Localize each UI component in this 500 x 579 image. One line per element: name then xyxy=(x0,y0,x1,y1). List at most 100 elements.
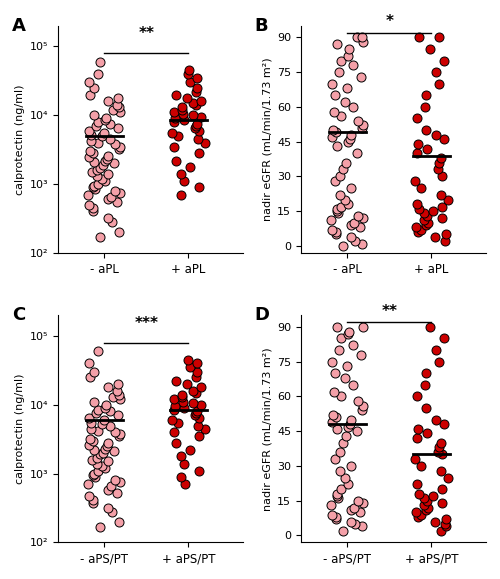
Point xyxy=(358,33,366,42)
Point xyxy=(412,114,420,123)
Point xyxy=(86,90,94,99)
Point xyxy=(327,501,335,510)
Y-axis label: calprotectin (ng/ml): calprotectin (ng/ml) xyxy=(16,373,26,484)
Point xyxy=(172,438,180,448)
Point xyxy=(436,526,444,536)
Point xyxy=(346,505,354,515)
Point xyxy=(84,413,92,422)
Point xyxy=(436,153,444,163)
Point xyxy=(194,421,202,430)
Point xyxy=(350,102,358,112)
Point xyxy=(438,202,446,211)
Point xyxy=(176,472,184,481)
Point xyxy=(332,207,340,216)
Point xyxy=(200,424,208,433)
Point xyxy=(94,69,102,79)
Point xyxy=(414,424,422,434)
Point xyxy=(346,420,354,429)
Point xyxy=(339,438,347,448)
Point xyxy=(85,359,93,368)
Point xyxy=(104,457,112,466)
Point xyxy=(417,225,425,234)
Point xyxy=(359,38,367,47)
Point xyxy=(93,171,101,181)
Point xyxy=(196,182,203,192)
Point xyxy=(440,519,448,529)
Point xyxy=(85,152,93,162)
Point xyxy=(90,111,98,120)
Point xyxy=(90,445,98,455)
Point xyxy=(172,402,179,411)
Point xyxy=(440,334,448,343)
Point xyxy=(96,522,104,531)
Text: C: C xyxy=(12,306,25,324)
Point xyxy=(86,373,94,382)
Point xyxy=(346,232,354,241)
Point xyxy=(350,503,358,512)
Point xyxy=(436,190,444,200)
Point xyxy=(442,230,450,239)
Point xyxy=(438,214,446,223)
Point xyxy=(330,91,338,100)
Point xyxy=(116,429,124,438)
Point xyxy=(357,350,365,360)
Point xyxy=(185,66,193,75)
Point xyxy=(112,197,120,207)
Point xyxy=(422,91,430,100)
Point xyxy=(88,207,96,216)
Point xyxy=(170,108,177,117)
Text: **: ** xyxy=(138,26,154,41)
Point xyxy=(98,131,106,141)
Point xyxy=(436,466,444,475)
Point xyxy=(110,393,118,402)
Point xyxy=(332,413,340,422)
Point xyxy=(112,475,120,484)
Point xyxy=(412,508,420,517)
Point xyxy=(86,137,94,146)
Point xyxy=(110,159,118,168)
Point xyxy=(88,203,96,212)
Point xyxy=(337,56,345,65)
Point xyxy=(90,471,98,480)
Point xyxy=(86,434,94,444)
Point xyxy=(331,177,339,186)
Point xyxy=(330,369,338,378)
Point xyxy=(114,93,122,102)
Point xyxy=(100,129,108,138)
Point xyxy=(108,507,116,516)
Point xyxy=(116,145,124,154)
Point xyxy=(422,144,430,153)
Point xyxy=(194,359,202,368)
Point xyxy=(177,452,185,461)
Point xyxy=(90,181,98,190)
Point xyxy=(174,131,182,141)
Point xyxy=(170,395,177,404)
Point xyxy=(116,477,124,486)
Point xyxy=(88,167,96,177)
Point xyxy=(172,114,179,123)
Point xyxy=(438,485,446,494)
Point xyxy=(354,211,362,221)
Point xyxy=(345,327,353,336)
Point xyxy=(116,431,124,441)
Text: **: ** xyxy=(382,304,398,319)
Point xyxy=(421,380,429,390)
Point xyxy=(429,207,437,216)
Point xyxy=(417,510,425,519)
Point xyxy=(88,130,96,140)
Point xyxy=(420,501,428,510)
Point xyxy=(434,448,442,457)
Point xyxy=(84,190,92,199)
Text: A: A xyxy=(12,17,26,35)
Point xyxy=(334,209,342,218)
Point xyxy=(94,426,102,435)
Point xyxy=(442,522,450,531)
Point xyxy=(353,149,361,158)
Point xyxy=(186,362,194,372)
Point xyxy=(337,334,345,343)
Point xyxy=(110,447,118,456)
Point xyxy=(344,422,351,431)
Point xyxy=(188,111,196,120)
Point xyxy=(92,409,100,418)
Point xyxy=(328,79,336,89)
